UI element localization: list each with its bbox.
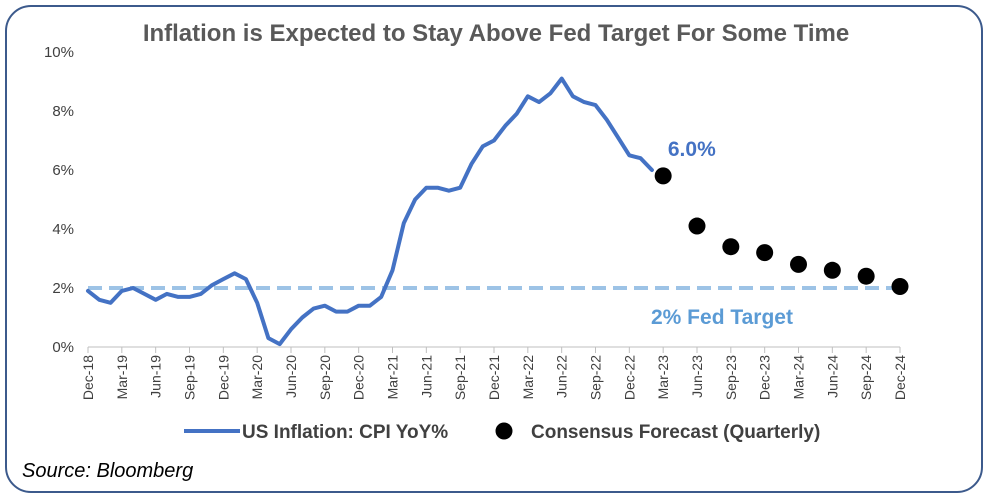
y-tick-label: 0% — [52, 339, 74, 356]
forecast-point — [823, 261, 841, 279]
x-tick-label: Mar-22 — [520, 355, 536, 400]
forecast-point — [756, 244, 774, 262]
forecast-point — [722, 238, 740, 256]
x-tick-label: Dec-21 — [486, 355, 502, 400]
y-tick-label: 10% — [44, 44, 74, 61]
x-tick-label: Mar-21 — [385, 355, 401, 400]
chart-title: Inflation is Expected to Stay Above Fed … — [142, 20, 850, 47]
x-tick-label: Dec-23 — [757, 355, 773, 400]
forecast-point — [654, 167, 672, 185]
y-tick-label: 4% — [52, 221, 74, 238]
x-tick-label: Mar-23 — [655, 355, 671, 400]
legend-cpi-label: US Inflation: CPI YoY% — [242, 422, 448, 443]
x-tick-label: Dec-18 — [80, 355, 96, 400]
x-tick-label: Jun-20 — [283, 355, 299, 398]
forecast-point — [688, 217, 706, 235]
forecast-point — [790, 255, 807, 273]
chart-frame — [5, 5, 983, 493]
x-tick-label: Sep-24 — [858, 355, 874, 400]
fed-target-label: 2% Fed Target — [651, 306, 793, 329]
x-tick-label: Jun-19 — [148, 355, 164, 398]
x-tick-label: Jun-23 — [689, 355, 705, 398]
y-tick-label: 6% — [52, 162, 74, 179]
y-tick-label: 2% — [52, 280, 74, 297]
x-tick-label: Dec-24 — [892, 355, 908, 400]
last-value-label: 6.0% — [668, 138, 716, 161]
x-tick-label: Dec-19 — [215, 355, 231, 400]
source-note: Source: Bloomberg — [22, 460, 194, 482]
x-tick-label: Jun-22 — [554, 355, 570, 398]
legend-forecast-swatch — [495, 422, 513, 440]
x-tick-label: Sep-22 — [588, 355, 604, 400]
x-tick-label: Mar-20 — [249, 355, 265, 400]
x-tick-label: Dec-20 — [351, 355, 367, 400]
y-tick-label: 8% — [52, 103, 74, 120]
x-tick-label: Mar-19 — [114, 355, 130, 400]
x-tick-label: Sep-20 — [317, 355, 333, 400]
forecast-point — [857, 267, 875, 285]
x-tick-label: Mar-24 — [791, 355, 807, 400]
legend-forecast-label: Consensus Forecast (Quarterly) — [531, 422, 820, 443]
cpi-series-line — [86, 76, 654, 347]
x-tick-label: Sep-21 — [452, 355, 468, 400]
x-tick-label: Sep-23 — [723, 355, 739, 400]
x-tick-label: Sep-19 — [182, 355, 198, 400]
x-tick-label: Jun-24 — [824, 355, 840, 398]
x-tick-label: Dec-22 — [621, 355, 637, 400]
forecast-point — [891, 278, 909, 296]
x-tick-label: Jun-21 — [418, 355, 434, 398]
